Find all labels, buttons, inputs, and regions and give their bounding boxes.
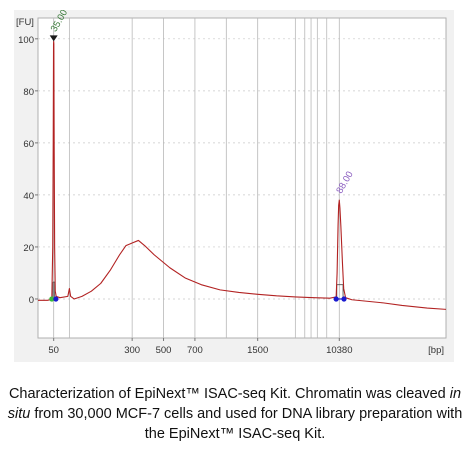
peak-boundary-marker [333, 296, 339, 302]
y-tick-label: 20 [23, 243, 34, 254]
x-tick-label: 700 [187, 345, 203, 356]
y-tick-label: 80 [23, 87, 34, 98]
x-tick-label: 1500 [247, 345, 268, 356]
x-tick-label: 50 [48, 345, 59, 356]
y-unit-label: [FU] [16, 17, 34, 28]
peak-boundary-marker [53, 296, 59, 302]
chart-svg: 0 20 40 60 80 100 [FU] [bp] 50 300 500 700 1500 10380… [14, 8, 454, 362]
peak-triangle-marker [49, 35, 58, 42]
y-tick-label: 100 [18, 35, 34, 46]
plot-area [37, 17, 447, 339]
figure-caption: Characterization of EpiNext™ ISAC-seq Ki… [0, 384, 470, 444]
y-tick-label: 60 [23, 139, 34, 150]
caption-part1: Characterization of EpiNext™ ISAC-seq Ki… [8, 386, 450, 402]
peak-boundary-marker [341, 296, 347, 302]
y-tick-label: 0 [29, 295, 34, 306]
electropherogram-trace [38, 40, 447, 310]
x-tick-label: 300 [124, 345, 140, 356]
y-tick-label: 40 [23, 191, 34, 202]
electropherogram-chart: 0 20 40 60 80 100 [FU] [bp] 50 300 500 700 1500 10380… [14, 8, 454, 362]
x-unit-label: [bp] [428, 345, 444, 356]
x-tick-label: 10380 [326, 345, 352, 356]
caption-italic: in situ [7, 386, 462, 422]
x-tick-label: 500 [156, 345, 172, 356]
caption-part2: from 30,000 MCF-7 cells and used for DNA… [30, 406, 463, 442]
peak-boundary-marker [49, 296, 55, 302]
